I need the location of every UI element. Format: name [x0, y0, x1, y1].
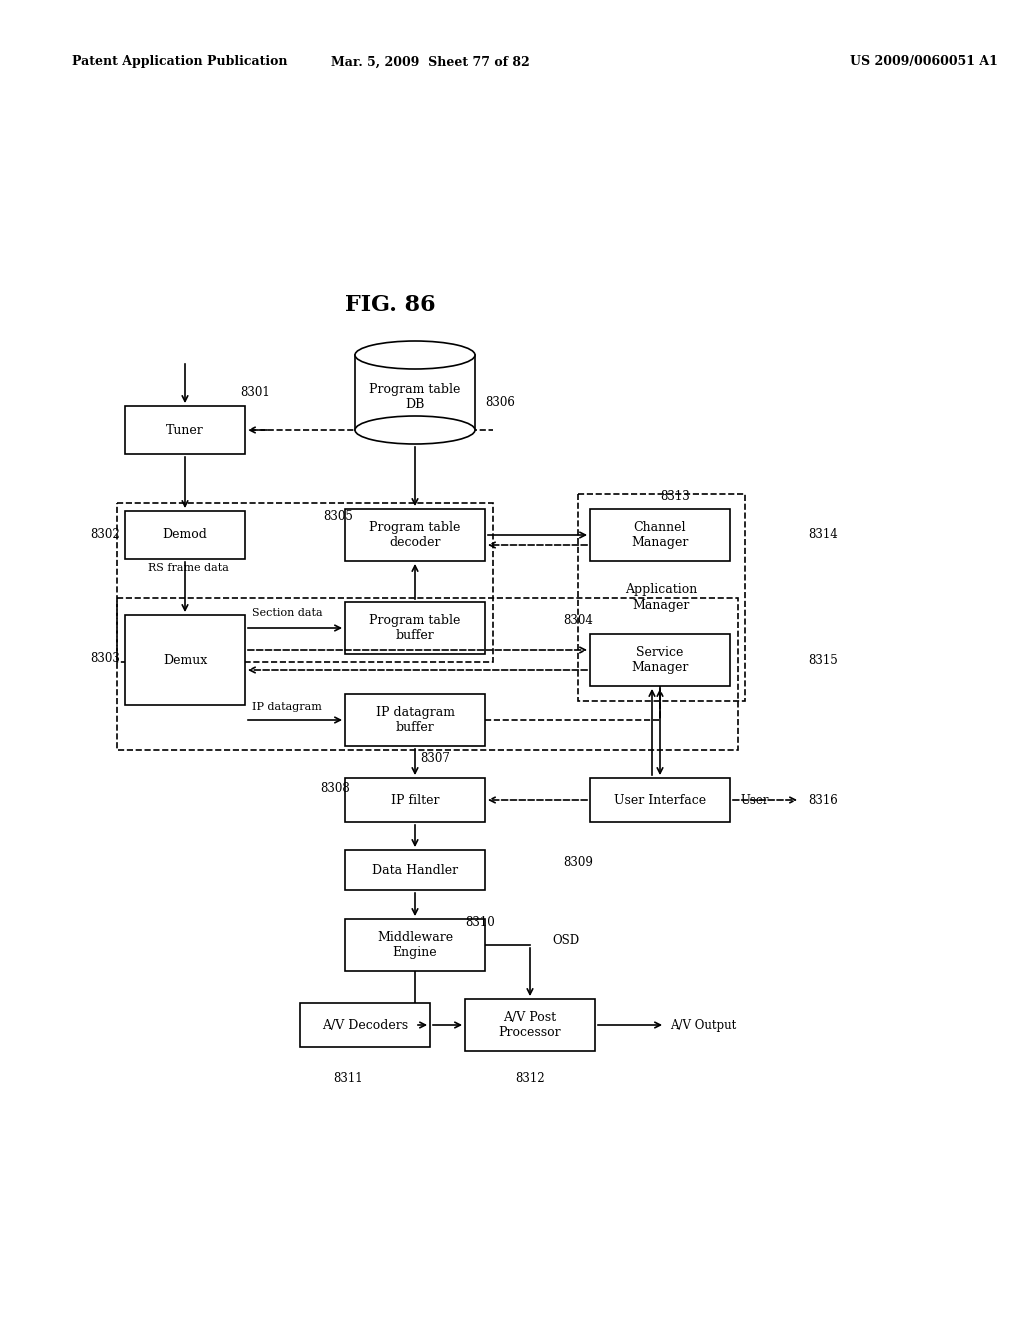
Text: Tuner: Tuner [166, 424, 204, 437]
Text: 8316: 8316 [808, 793, 838, 807]
Text: Program table
decoder: Program table decoder [370, 521, 461, 549]
Text: 8312: 8312 [515, 1072, 545, 1085]
Bar [117, 598, 738, 750]
Text: Program table
buffer: Program table buffer [370, 614, 461, 642]
Text: 8311: 8311 [333, 1072, 362, 1085]
Text: User: User [740, 793, 768, 807]
Text: OSD: OSD [552, 933, 580, 946]
Text: Patent Application Publication: Patent Application Publication [72, 55, 288, 69]
Text: Application
Manager: Application Manager [626, 583, 697, 611]
Text: A/V Output: A/V Output [670, 1019, 736, 1031]
Bar [590, 634, 730, 686]
Text: FIG. 86: FIG. 86 [345, 294, 435, 315]
Text: 8314: 8314 [808, 528, 838, 541]
Text: Mar. 5, 2009  Sheet 77 of 82: Mar. 5, 2009 Sheet 77 of 82 [331, 55, 529, 69]
Bar [355, 355, 475, 430]
Bar [345, 850, 485, 890]
Text: Middleware
Engine: Middleware Engine [377, 931, 453, 960]
Text: Demux: Demux [163, 653, 207, 667]
Text: Section data: Section data [252, 609, 323, 618]
Text: Service
Manager: Service Manager [632, 645, 689, 675]
Text: 8313: 8313 [660, 491, 690, 503]
Ellipse shape [355, 341, 475, 370]
Text: 8307: 8307 [420, 751, 450, 764]
Text: IP filter: IP filter [391, 793, 439, 807]
Text: 8304: 8304 [563, 614, 593, 627]
Text: User Interface: User Interface [614, 793, 707, 807]
Bar [345, 694, 485, 746]
Text: Channel
Manager: Channel Manager [632, 521, 689, 549]
Text: IP datagram
buffer: IP datagram buffer [376, 706, 455, 734]
Text: RS frame data: RS frame data [148, 564, 229, 573]
Bar [125, 511, 245, 558]
Ellipse shape [355, 416, 475, 444]
Bar [117, 503, 493, 663]
Text: 8305: 8305 [323, 511, 353, 524]
Bar [465, 999, 595, 1051]
Bar [590, 777, 730, 822]
Bar [345, 602, 485, 653]
Text: A/V Decoders: A/V Decoders [322, 1019, 408, 1031]
Text: Program table
DB: Program table DB [370, 383, 461, 411]
Text: 8315: 8315 [808, 653, 838, 667]
Text: Data Handler: Data Handler [372, 863, 458, 876]
Bar [125, 615, 245, 705]
Text: 8303: 8303 [90, 652, 120, 664]
Text: 8306: 8306 [485, 396, 515, 409]
Text: Demod: Demod [163, 528, 208, 541]
Bar [345, 919, 485, 972]
Bar [578, 494, 745, 701]
Text: 8310: 8310 [465, 916, 495, 929]
Text: 8302: 8302 [90, 528, 120, 541]
Bar [345, 510, 485, 561]
Text: IP datagram: IP datagram [252, 702, 322, 711]
Text: 8309: 8309 [563, 855, 593, 869]
Text: US 2009/0060051 A1: US 2009/0060051 A1 [850, 55, 997, 69]
Bar [300, 1003, 430, 1047]
Bar [590, 510, 730, 561]
Text: 8301: 8301 [240, 387, 269, 400]
Text: A/V Post
Processor: A/V Post Processor [499, 1011, 561, 1039]
Text: 8308: 8308 [319, 781, 350, 795]
Bar [125, 407, 245, 454]
Bar [345, 777, 485, 822]
